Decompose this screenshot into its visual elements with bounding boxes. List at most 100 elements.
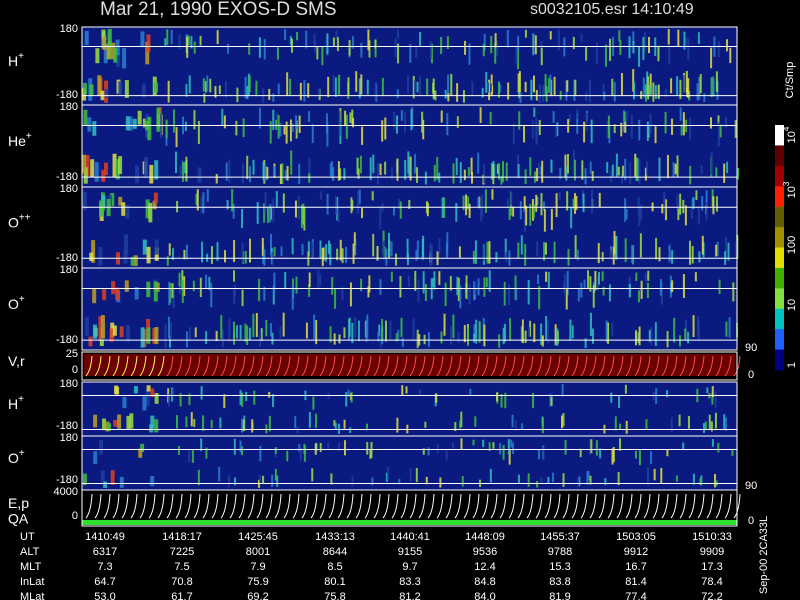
spectrum-streak (101, 169, 106, 182)
energy-trace (364, 493, 372, 519)
spectrum-streak (638, 326, 641, 346)
spectrum-streak (586, 471, 589, 485)
spectrum-streak (133, 255, 138, 266)
spectrum-streak (377, 162, 380, 185)
velocity-trace (607, 355, 615, 377)
velocity-trace (418, 355, 426, 377)
spectrum-streak (447, 93, 450, 102)
colorbar-segment (775, 206, 784, 228)
energy-trace (274, 493, 282, 519)
spectrum-streak (689, 117, 692, 140)
spectrum-streak (575, 195, 578, 210)
spectrum-streak (299, 447, 302, 461)
y-tick-label: 0 (72, 510, 78, 522)
spectrum-streak (477, 197, 480, 207)
energy-trace (229, 493, 237, 519)
spectrum-streak (294, 200, 297, 218)
spectrum-streak (719, 124, 722, 138)
spectrum-streak (253, 390, 256, 405)
spectrum-streak (179, 165, 182, 177)
spectrum-streak (260, 328, 263, 341)
spectrum-streak (658, 247, 661, 262)
velocity-trace (598, 355, 606, 377)
spectrum-streak (612, 447, 615, 463)
spectrum-streak (118, 196, 123, 206)
spectrum-streak (455, 202, 458, 222)
footer-cell: 12.4 (474, 561, 495, 573)
footer-row-label: MLat (20, 591, 44, 600)
spectrum-streak (580, 33, 583, 42)
spectrum-streak (621, 165, 624, 177)
spectrum-streak (82, 154, 87, 174)
spectrum-streak (361, 208, 364, 219)
spectrum-streak (582, 193, 585, 213)
velocity-trace (634, 355, 642, 377)
spectrum-streak (284, 170, 287, 180)
spectrum-streak (209, 78, 212, 93)
colorbar-label: 10 (786, 299, 798, 311)
spectrum-streak (90, 159, 95, 178)
spectrum-streak (724, 417, 727, 431)
spectrum-streak (650, 326, 653, 345)
spectrum-streak (706, 387, 709, 394)
spectrum-streak (181, 279, 184, 303)
spectrum-streak (374, 40, 377, 49)
spectrum-streak (718, 279, 721, 294)
spectrum-streak (574, 235, 577, 258)
spectrum-streak (164, 38, 167, 47)
spectrum-streak (558, 191, 561, 200)
spectrum-streak (312, 396, 315, 410)
velocity-trace (274, 355, 282, 377)
energy-trace (571, 493, 579, 519)
spectrum-streak (490, 162, 493, 180)
spectrum-streak (671, 250, 674, 264)
energy-trace (328, 493, 336, 519)
spectrum-streak (654, 85, 657, 99)
spectrum-streak (248, 75, 251, 93)
spectrum-streak (339, 168, 342, 180)
spectrum-streak (372, 154, 375, 174)
spectrum-streak (587, 270, 590, 289)
spectrum-streak (657, 84, 660, 99)
spectrum-streak (580, 282, 583, 298)
spectrum-streak (425, 476, 428, 485)
velocity-trace (643, 355, 651, 377)
spectrum-streak (460, 411, 463, 428)
spectrum-streak (567, 248, 570, 266)
spectrum-streak (303, 80, 306, 102)
spectrum-streak (341, 287, 344, 301)
spectrum-streak (360, 278, 363, 292)
spectrum-streak (564, 273, 567, 297)
spectrum-streak (489, 112, 492, 125)
spectrum-streak (83, 167, 88, 184)
spectrum-streak (232, 203, 235, 219)
spectrum-streak (248, 43, 251, 55)
spectrum-streak (664, 89, 667, 97)
spectrum-streak (371, 191, 374, 201)
spectrum-streak (205, 447, 208, 459)
spectrum-streak (481, 87, 484, 98)
spectrum-streak (326, 193, 329, 215)
spectrum-streak (429, 243, 432, 266)
spectrum-streak (176, 200, 179, 213)
spectrum-streak (589, 276, 592, 292)
spectrum-streak (510, 439, 513, 448)
spectrum-streak (194, 327, 197, 338)
spectrum-streak (216, 242, 219, 261)
panel-label: O+ (8, 294, 25, 312)
spectrum-streak (201, 241, 204, 263)
footer-cell: 77.4 (625, 591, 646, 600)
spectrum-streak (146, 246, 151, 264)
spectrum-streak (107, 423, 112, 431)
spectrum-streak (666, 331, 669, 348)
spectrum-streak (726, 161, 729, 174)
spectrum-streak (502, 445, 505, 460)
energy-trace (598, 493, 606, 519)
spectrum-streak (619, 40, 622, 55)
spectrum-streak (532, 393, 535, 409)
spectrum-streak (549, 393, 552, 407)
spectrum-streak (313, 33, 316, 45)
spectrum-streak (427, 447, 430, 456)
velocity-trace (328, 355, 336, 377)
spectrum-streak (601, 271, 604, 282)
